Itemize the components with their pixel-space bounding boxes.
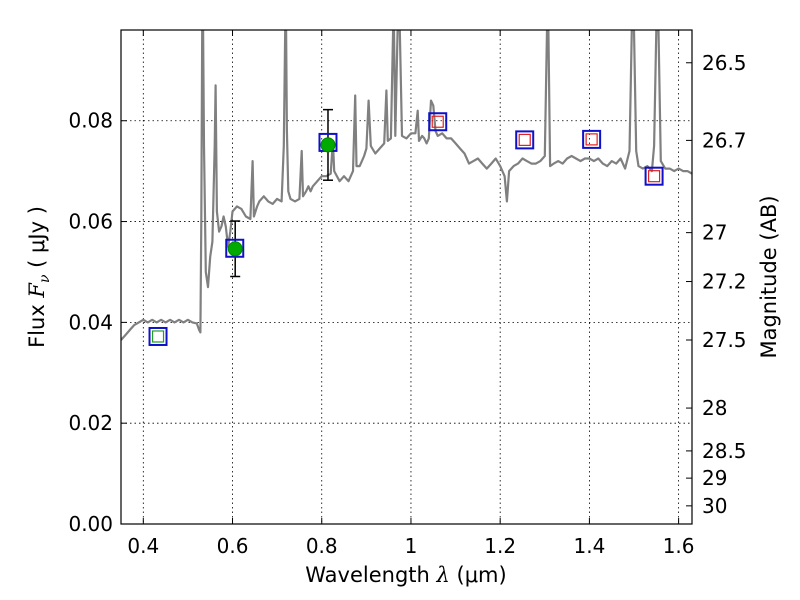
x-axis-title-symbol: λ <box>436 563 450 587</box>
y-tick-label: 0.00 <box>68 512 113 536</box>
y-tick-label: 0.06 <box>68 210 113 234</box>
right-tick-label: 27.5 <box>702 328 747 352</box>
x-axis-title: Wavelength λ (μm) <box>305 563 506 587</box>
limit-marker <box>151 330 165 343</box>
x-tick-label: 1.2 <box>484 534 516 558</box>
x-tick-label: 0.8 <box>306 534 338 558</box>
limit-marker <box>585 133 598 146</box>
x-axis-title-units: (μm) <box>450 563 507 587</box>
y-tick-label: 0.08 <box>68 109 113 133</box>
right-tick-label: 28.5 <box>702 439 747 463</box>
markers-layer <box>148 108 664 346</box>
detection-point <box>227 241 243 257</box>
model-photometry-square <box>428 112 448 132</box>
model-photometry-square <box>582 129 602 149</box>
spectrum-line <box>121 30 692 341</box>
right-axis-ticks: 26.5 26.7 27 27.2 27.5 28 28.5 29 30 <box>686 51 747 518</box>
right-tick-label: 26.5 <box>702 51 747 75</box>
y-axis-title: Flux Fν ( μJy ) <box>25 206 53 348</box>
right-tick-label: 30 <box>702 494 727 518</box>
limit-marker <box>647 170 661 183</box>
x-tick-label: 0.4 <box>127 534 159 558</box>
x-axis-title-prefix: Wavelength <box>305 563 436 587</box>
y-tick-label: 0.02 <box>68 411 113 435</box>
y-axis-title-subscript: ν <box>37 274 53 283</box>
right-tick-label: 27.2 <box>702 270 747 294</box>
limit-marker <box>431 115 444 128</box>
model-photometry-square <box>515 130 535 150</box>
detection-point <box>320 137 336 153</box>
x-axis-ticks: 0.4 0.6 0.8 1 1.2 1.4 1.6 <box>127 30 695 558</box>
right-axis-title: Magnitude (AB) <box>757 195 781 358</box>
right-tick-label: 26.7 <box>702 128 747 152</box>
model-photometry-square <box>644 166 664 186</box>
spectrum-layer <box>121 30 692 341</box>
x-tick-label: 1.6 <box>663 534 695 558</box>
y-axis-ticks: 0.00 0.02 0.04 0.06 0.08 <box>68 109 127 536</box>
x-tick-label: 1.4 <box>573 534 605 558</box>
y-axis-title-symbol: F <box>25 282 49 299</box>
right-tick-label: 29 <box>702 466 727 490</box>
x-tick-label: 1 <box>405 534 418 558</box>
y-axis-title-prefix: Flux <box>25 298 49 348</box>
y-tick-label: 0.04 <box>68 310 113 334</box>
right-tick-label: 27 <box>702 221 727 245</box>
limit-marker <box>518 133 531 146</box>
y-axis-title-units: ( μJy ) <box>25 206 49 274</box>
model-photometry-square <box>148 326 168 346</box>
right-tick-label: 28 <box>702 396 727 420</box>
model-photometry-square <box>225 238 245 258</box>
x-tick-label: 0.6 <box>217 534 249 558</box>
plot-frame <box>120 29 693 525</box>
